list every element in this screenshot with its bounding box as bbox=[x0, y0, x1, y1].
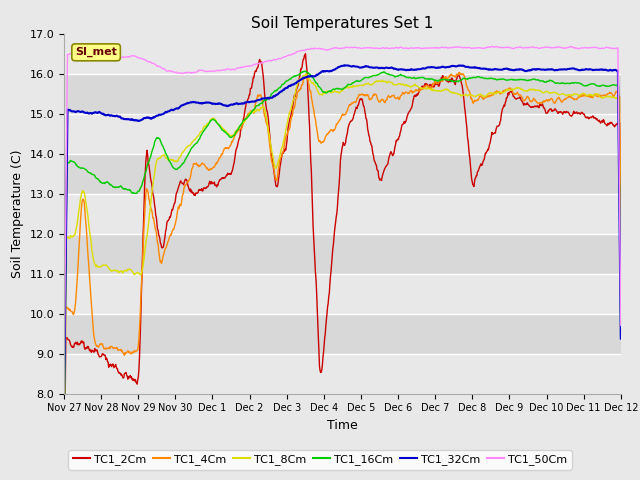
Bar bbox=[64, 354, 621, 394]
X-axis label: Time: Time bbox=[327, 419, 358, 432]
Bar bbox=[64, 34, 621, 73]
Bar bbox=[64, 193, 621, 234]
Text: SI_met: SI_met bbox=[75, 47, 117, 58]
Bar bbox=[64, 73, 621, 114]
Bar bbox=[64, 234, 621, 274]
Title: Soil Temperatures Set 1: Soil Temperatures Set 1 bbox=[252, 16, 433, 31]
Bar bbox=[64, 313, 621, 354]
Legend: TC1_2Cm, TC1_4Cm, TC1_8Cm, TC1_16Cm, TC1_32Cm, TC1_50Cm: TC1_2Cm, TC1_4Cm, TC1_8Cm, TC1_16Cm, TC1… bbox=[68, 450, 572, 469]
Y-axis label: Soil Temperature (C): Soil Temperature (C) bbox=[11, 149, 24, 278]
Bar bbox=[64, 274, 621, 313]
Bar bbox=[64, 114, 621, 154]
Bar bbox=[64, 154, 621, 193]
